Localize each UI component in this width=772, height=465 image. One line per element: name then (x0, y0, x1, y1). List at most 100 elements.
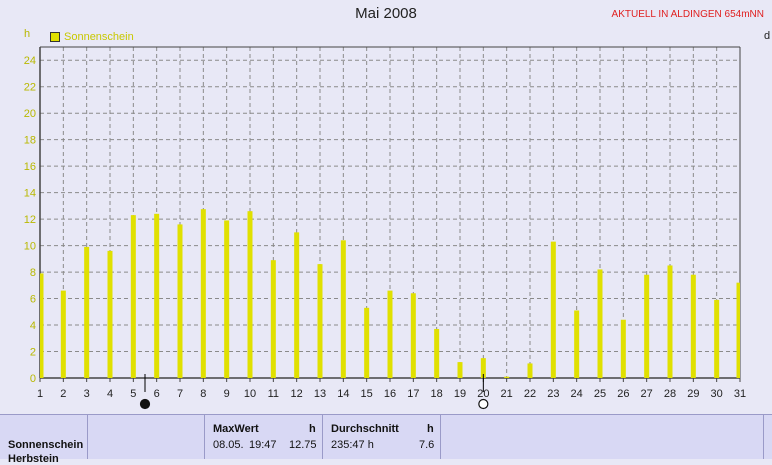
y-tick-label: 12 (24, 214, 36, 226)
new-moon-icon (139, 398, 151, 410)
legend-label: Sonnenschein (64, 31, 134, 43)
x-tick-label: 19 (454, 388, 466, 400)
bar (154, 213, 160, 378)
x-tick-label: 7 (177, 388, 183, 400)
x-tick-label: 14 (337, 388, 349, 400)
x-tick-label: 23 (547, 388, 559, 400)
x-tick-label: 21 (501, 388, 513, 400)
y-tick-label: 4 (30, 320, 36, 332)
x-tick-label: 30 (711, 388, 723, 400)
y-tick-label: 8 (30, 267, 36, 279)
stats-empty-cell (88, 415, 205, 459)
legend: Sonnenschein (50, 31, 134, 43)
x-tick-label: 4 (107, 388, 113, 400)
bar (690, 274, 696, 378)
bar (410, 293, 416, 378)
y-tick-label: 10 (24, 241, 36, 253)
bar (550, 241, 556, 378)
y-tick-label: 6 (30, 294, 36, 306)
bar (317, 264, 323, 378)
x-tick-label: 24 (571, 388, 583, 400)
stats-row-label: Sonnenschein (8, 439, 84, 451)
bar (270, 260, 276, 378)
x-tick-label: 27 (641, 388, 653, 400)
stats-filler-cell (441, 415, 764, 459)
x-tick-label: 10 (244, 388, 256, 400)
bar (130, 215, 136, 378)
x-tick-label: 8 (200, 388, 206, 400)
maxwert-time: 19:47 (249, 439, 277, 451)
bar (457, 362, 463, 378)
stats-row-label-2: Herbstein (8, 453, 59, 465)
x-tick-label: 29 (687, 388, 699, 400)
bar (84, 246, 90, 378)
bar (667, 265, 673, 378)
durchschnitt-header: Durchschnitt (331, 423, 399, 435)
bar (224, 220, 230, 378)
x-tick-label: 1 (37, 388, 43, 400)
y-tick-label: 14 (24, 188, 36, 200)
x-tick-label: 2 (60, 388, 66, 400)
y-tick-label: 18 (24, 135, 36, 147)
x-tick-label: 20 (477, 388, 489, 400)
bar (247, 211, 253, 378)
bar (527, 363, 533, 378)
durchschnitt-total: 235:47 h (331, 439, 374, 451)
bar (480, 358, 486, 378)
x-tick-label: 6 (154, 388, 160, 400)
y-tick-label: 0 (30, 373, 36, 385)
bar (434, 329, 440, 378)
x-tick-label: 17 (407, 388, 419, 400)
y-tick-label: 16 (24, 161, 36, 173)
bar (200, 209, 206, 378)
bar (340, 240, 346, 378)
bar (40, 273, 44, 378)
bar (504, 376, 510, 378)
x-tick-label: 15 (361, 388, 373, 400)
bar (364, 307, 370, 378)
bar (177, 224, 183, 378)
y-tick-label: 2 (30, 347, 36, 359)
x-tick-label: 13 (314, 388, 326, 400)
maxwert-unit: h (309, 423, 316, 435)
maxwert-value: 12.75 (289, 439, 317, 451)
legend-swatch (50, 32, 60, 42)
bar (574, 310, 580, 378)
durchschnitt-unit: h (427, 423, 434, 435)
bar (387, 290, 393, 378)
x-tick-label: 28 (664, 388, 676, 400)
maxwert-date: 08.05. (213, 439, 244, 451)
bar (644, 274, 650, 378)
x-tick-label: 31 (734, 388, 746, 400)
x-tick-label: 16 (384, 388, 396, 400)
bar (107, 250, 113, 378)
bar (294, 232, 300, 378)
right-axis-unit: d (764, 30, 771, 42)
y-tick-label: 22 (24, 82, 36, 94)
stats-durchschnitt-cell: Durchschnitt h 235:47 h 7.6 (323, 415, 441, 459)
full-moon-icon (478, 398, 489, 410)
y-tick-label: 20 (24, 108, 36, 120)
x-tick-label: 9 (224, 388, 230, 400)
x-tick-label: 3 (84, 388, 90, 400)
bar (714, 299, 720, 378)
stats-panel: Sonnenschein Herbstein MaxWert h 08.05. … (0, 414, 772, 465)
x-tick-label: 25 (594, 388, 606, 400)
stats-label-cell: Sonnenschein Herbstein (0, 415, 88, 465)
x-tick-label: 26 (617, 388, 629, 400)
x-tick-label: 18 (431, 388, 443, 400)
durchschnitt-value: 7.6 (419, 439, 435, 451)
bar (60, 290, 66, 378)
station-label: AKTUELL IN ALDINGEN 654mNN (611, 9, 764, 20)
x-tick-label: 11 (268, 388, 279, 400)
bar (620, 319, 626, 378)
maxwert-header: MaxWert (213, 423, 259, 435)
y-axis-unit: h (24, 28, 31, 40)
x-tick-label: 22 (524, 388, 536, 400)
y-tick-label: 24 (24, 55, 36, 67)
bar (736, 282, 740, 378)
chart-title: Mai 2008 (355, 5, 417, 22)
bar (597, 269, 603, 378)
stats-maxwert-cell: MaxWert h 08.05. 19:47 12.75 (205, 415, 323, 459)
x-tick-label: 12 (291, 388, 303, 400)
